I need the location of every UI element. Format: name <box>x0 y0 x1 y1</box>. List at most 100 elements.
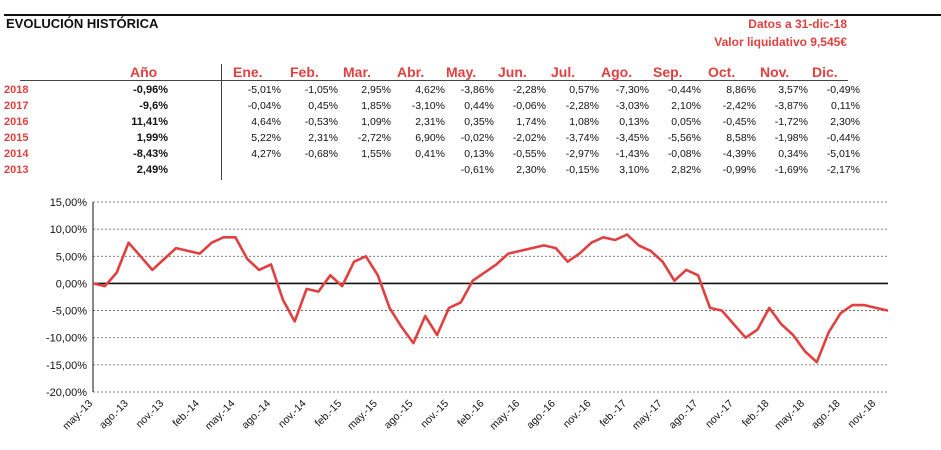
y-tick-label: 0,00% <box>56 278 87 290</box>
table-divider <box>221 64 222 180</box>
table-cell-monthly-return: 2,30% <box>830 116 860 128</box>
x-tick-label: feb.-15 <box>313 398 345 430</box>
table-cell-monthly-return: 0,05% <box>671 116 701 128</box>
table-cell-monthly-return: -2,17% <box>826 164 860 176</box>
x-tick-label: feb.-17 <box>597 398 629 430</box>
x-tick-label: feb.-18 <box>740 398 772 430</box>
x-tick-label: may.-15 <box>345 398 380 433</box>
table-cell-monthly-return: 0,57% <box>569 84 599 96</box>
top-rule <box>4 14 941 16</box>
column-header-month: Oct. <box>708 64 736 80</box>
table-cell-monthly-return: -0,04% <box>247 100 281 112</box>
table-cell-monthly-return: -2,28% <box>565 100 599 112</box>
table-cell-monthly-return: 3,57% <box>778 84 808 96</box>
x-tick-label: ago.-14 <box>239 398 273 432</box>
table-row-year: 2017 <box>4 100 29 112</box>
column-header-month: Nov. <box>760 64 790 80</box>
table-cell-monthly-return: -4,39% <box>722 148 756 160</box>
table-row-total: 11,41% <box>131 116 168 128</box>
table-cell-monthly-return: 1,08% <box>569 116 599 128</box>
y-tick-label: 10,00% <box>50 224 88 236</box>
y-tick-label: 15,00% <box>50 197 88 209</box>
table-cell-monthly-return: -3,45% <box>615 132 649 144</box>
table-cell-monthly-return: 0,11% <box>831 100 860 112</box>
y-tick-label: -20,00% <box>46 387 87 399</box>
table-cell-monthly-return: 2,82% <box>671 164 701 176</box>
table-cell-monthly-return: -0,06% <box>512 100 546 112</box>
table-row-year: 2018 <box>4 84 29 96</box>
table-cell-monthly-return: -0,08% <box>667 148 701 160</box>
table-cell-monthly-return: -7,30% <box>615 84 649 96</box>
x-tick-label: ago.-17 <box>667 398 701 432</box>
table-cell-monthly-return: 0,44% <box>464 100 494 112</box>
table-cell-monthly-return: -5,01% <box>247 84 281 96</box>
table-cell-monthly-return: 6,90% <box>415 132 445 144</box>
table-row-year: 2013 <box>4 164 29 176</box>
y-tick-label: -5,00% <box>52 306 87 318</box>
x-tick-label: ago.-18 <box>809 398 843 432</box>
table-cell-monthly-return: -0,45% <box>722 116 756 128</box>
table-cell-monthly-return: -0,49% <box>826 84 860 96</box>
x-tick-label: may.-16 <box>488 398 523 433</box>
table-row-total: -8,43% <box>133 148 168 160</box>
table-header-rule <box>20 80 848 81</box>
as-of-date: Datos a 31-dic-18 <box>748 17 847 31</box>
table-row-total: -0,96% <box>133 84 168 96</box>
x-tick-label: may.-14 <box>203 398 238 433</box>
net-asset-value: Valor liquidativo 9,545€ <box>714 35 847 49</box>
x-tick-label: nov.-18 <box>846 398 879 431</box>
x-tick-label: nov.-17 <box>703 398 736 431</box>
table-cell-monthly-return: -0,15% <box>565 164 599 176</box>
table-cell-monthly-return: -5,56% <box>667 132 701 144</box>
x-tick-label: nov.-16 <box>561 398 594 431</box>
table-cell-monthly-return: -1,72% <box>774 116 808 128</box>
column-header-month: Jun. <box>498 64 527 80</box>
historical-evolution-chart: 15,00% 10,00% 5,00% 0,00% -5,00% -10,00% -15,0… <box>46 197 889 433</box>
table-cell-monthly-return: 2,95% <box>361 84 391 96</box>
table-cell-monthly-return: 0,13% <box>464 148 494 160</box>
column-header-month: Jul. <box>551 64 576 80</box>
x-tick-label: ago.-13 <box>97 398 131 432</box>
x-tick-label: nov.-15 <box>418 398 451 431</box>
table-cell-monthly-return: 4,64% <box>251 116 281 128</box>
y-tick-label: -15,00% <box>46 360 87 372</box>
table-row-total: 1,99% <box>136 132 168 144</box>
table-cell-monthly-return: -1,69% <box>774 164 808 176</box>
column-header-month: Feb. <box>290 64 319 80</box>
table-cell-monthly-return: 2,31% <box>308 132 338 144</box>
y-tick-label: -10,00% <box>46 333 87 345</box>
table-cell-monthly-return: -1,98% <box>774 132 808 144</box>
series-line <box>92 233 889 364</box>
x-tick-label: may.-13 <box>60 398 95 433</box>
table-cell-monthly-return: 0,34% <box>778 148 808 160</box>
table-row-year: 2016 <box>4 116 29 128</box>
table-cell-monthly-return: 0,45% <box>308 100 338 112</box>
table-cell-monthly-return: 0,41% <box>415 148 445 160</box>
table-cell-monthly-return: 0,35% <box>464 116 494 128</box>
table-cell-monthly-return: -0,55% <box>512 148 546 160</box>
x-tick-label: nov.-14 <box>276 398 309 431</box>
column-header-year: Año <box>130 64 158 80</box>
column-header-month: Sep. <box>653 64 683 80</box>
table-cell-monthly-return: -0,02% <box>460 132 494 144</box>
x-tick-label: may.-17 <box>630 398 665 433</box>
table-cell-monthly-return: -0,44% <box>826 132 860 144</box>
x-tick-label: nov.-13 <box>134 398 167 431</box>
table-cell-monthly-return: -2,28% <box>512 84 546 96</box>
table-cell-monthly-return: 4,62% <box>415 84 445 96</box>
table-cell-monthly-return: 4,27% <box>251 148 281 160</box>
table-cell-monthly-return: 3,10% <box>619 164 649 176</box>
column-header-month: Dic. <box>812 64 838 80</box>
table-cell-monthly-return: 2,31% <box>415 116 445 128</box>
table-cell-monthly-return: -0,61% <box>460 164 494 176</box>
table-cell-monthly-return: -0,99% <box>722 164 756 176</box>
x-tick-label: feb.-16 <box>455 398 487 430</box>
x-tick-label: ago.-16 <box>524 398 558 432</box>
column-header-month: Ago. <box>601 64 633 80</box>
table-row-total: -9,6% <box>139 100 168 112</box>
table-cell-monthly-return: -1,05% <box>304 84 338 96</box>
table-cell-monthly-return: -3,74% <box>565 132 599 144</box>
table-cell-monthly-return: -0,53% <box>304 116 338 128</box>
table-cell-monthly-return: -1,43% <box>615 148 649 160</box>
table-cell-monthly-return: -2,02% <box>512 132 546 144</box>
